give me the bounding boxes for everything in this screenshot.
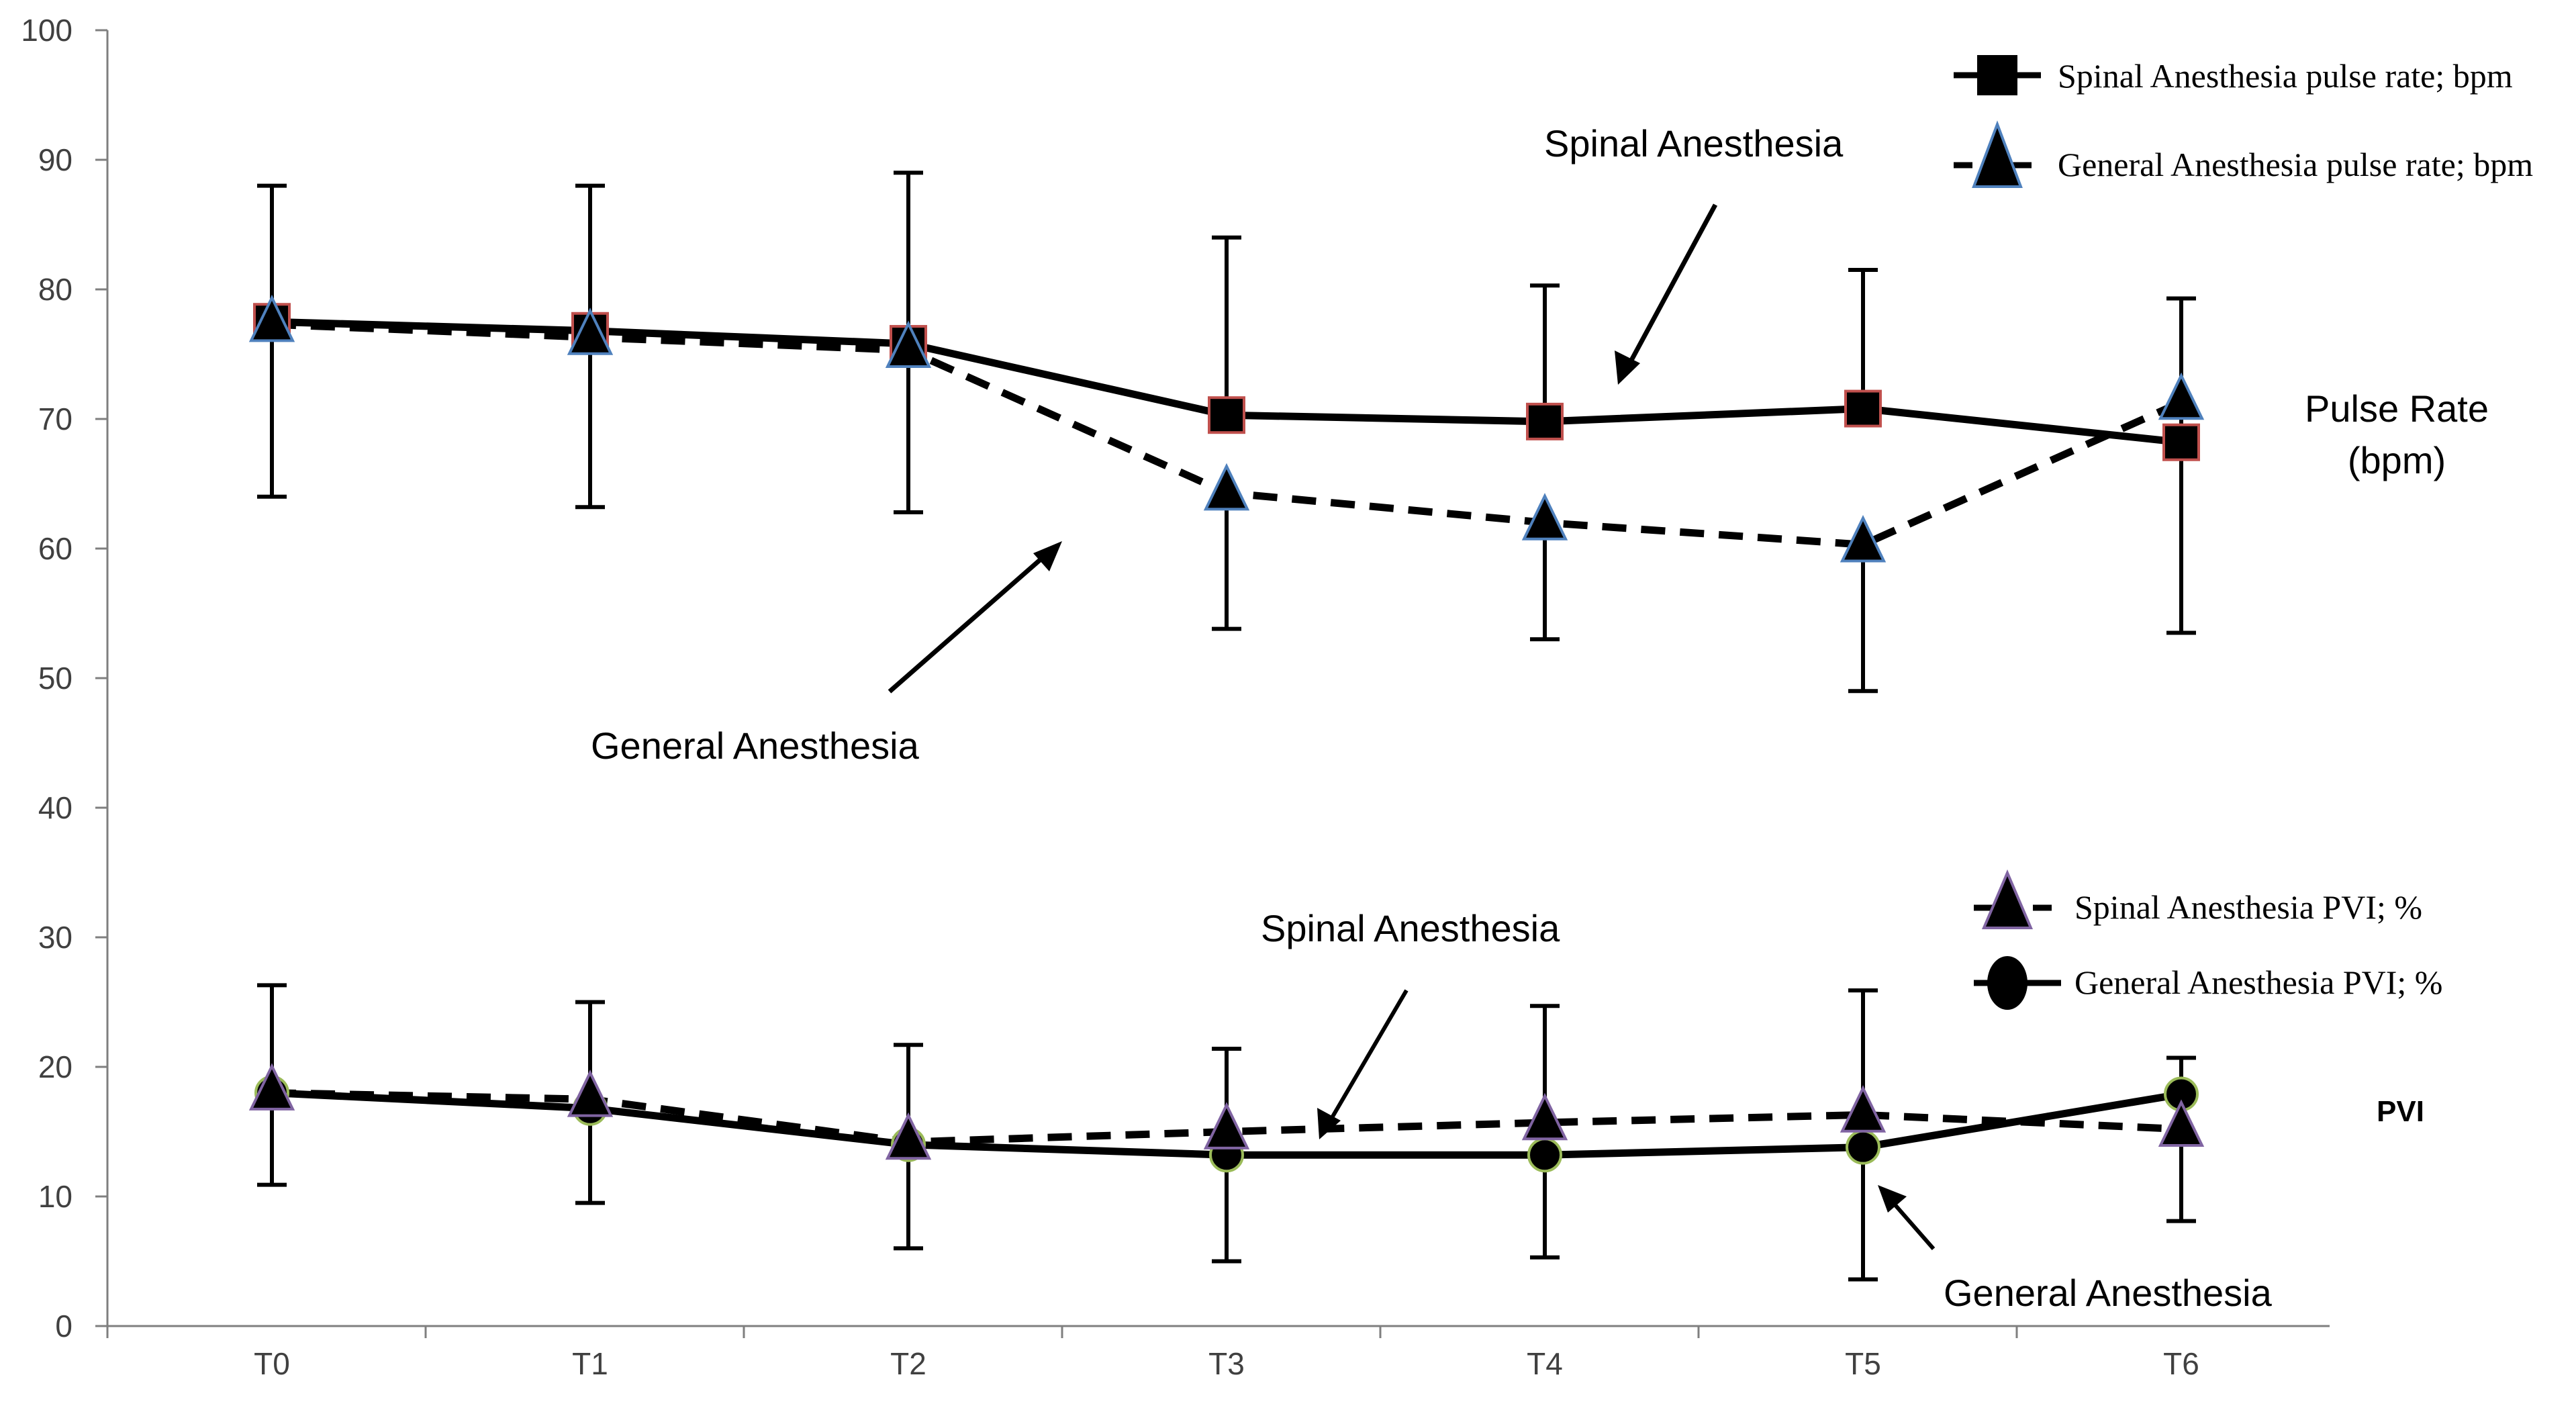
y-tick-label: 60: [38, 531, 73, 566]
y-tick-label: 100: [21, 13, 73, 48]
x-tick-label: T2: [890, 1346, 926, 1381]
arrowhead-pvi-general: [1878, 1185, 1907, 1213]
x-tick-label: T1: [572, 1346, 608, 1381]
arrowhead-pvi-spinal: [1317, 1108, 1341, 1139]
data-point-square: [2162, 423, 2200, 461]
y-tick-label: 40: [38, 790, 73, 825]
x-tick-label: T0: [254, 1346, 290, 1381]
y-tick-label: 20: [38, 1049, 73, 1084]
data-point-triangle: [1521, 493, 1568, 540]
markers-layer: [248, 294, 2205, 1173]
y-tick-label: 0: [55, 1309, 73, 1344]
annotation-pvi-spinal: Spinal Anesthesia: [1261, 907, 1560, 949]
annotation-pulse-general: General Anesthesia: [591, 724, 920, 767]
data-point-triangle: [1203, 1102, 1250, 1149]
annotation-pvi-general: General Anesthesia: [1944, 1272, 2273, 1314]
data-point-circle: [1846, 1129, 1880, 1165]
y-tick-label: 80: [38, 272, 73, 307]
data-point-triangle: [2158, 1099, 2205, 1147]
y-tick-label: 70: [38, 402, 73, 436]
y-tick-label: 10: [38, 1179, 73, 1214]
data-point-square: [1844, 389, 1882, 428]
arrow-pulse-spinal: [1622, 203, 1718, 374]
annotation-pulse-rate-line1: Pulse Rate: [2305, 387, 2489, 430]
y-tick-label: 90: [38, 142, 73, 177]
legend-pvi-spinal-marker: [1981, 869, 2034, 929]
axes-layer: 0 10 20 30 40 50 60 70 80 90 100 T0 T1 T2 T3 T4 T5 T6: [21, 13, 2330, 1381]
y-tick-label: 50: [38, 661, 73, 696]
data-point-triangle: [885, 320, 932, 369]
data-point-square: [1526, 402, 1564, 440]
annotation-pulse-spinal: Spinal Anesthesia: [1544, 122, 1844, 164]
data-point-triangle: [1840, 514, 1887, 563]
legend-pvi-general-marker: [1987, 956, 2028, 1010]
annotation-pvi-label: PVI: [2377, 1095, 2424, 1128]
y-tick-label: 30: [38, 920, 73, 955]
data-point-triangle: [1840, 1085, 1887, 1133]
arrowhead-pulse-spinal: [1615, 350, 1640, 385]
data-point-triangle: [248, 294, 295, 342]
x-tick-label: T4: [1527, 1346, 1563, 1381]
data-point-triangle: [248, 1063, 295, 1111]
annotation-pulse-rate-line2: (bpm): [2348, 439, 2446, 481]
arrowhead-pulse-general: [1033, 541, 1062, 571]
legend-pulse-spinal-label: Spinal Anesthesia pulse rate; bpm: [2058, 57, 2513, 95]
arrow-pvi-spinal: [1324, 989, 1409, 1129]
data-point-triangle: [567, 1069, 614, 1117]
data-point-triangle: [567, 308, 614, 355]
data-point-triangle: [1521, 1092, 1568, 1141]
data-point-triangle: [885, 1112, 932, 1160]
legend-pvi-general-label: General Anesthesia PVI; %: [2074, 963, 2442, 1001]
legend-pulse: Spinal Anesthesia pulse rate; bpm Genera…: [1954, 55, 2533, 188]
lines-layer: [271, 318, 2183, 1159]
legend-pulse-spinal-marker: [1977, 55, 2017, 95]
x-tick-label: T6: [2163, 1346, 2199, 1381]
legend-pvi: Spinal Anesthesia PVI; % General Anesthe…: [1974, 869, 2442, 1010]
arrow-pulse-general: [888, 549, 1053, 694]
annotations-layer: Spinal Anesthesia General Anesthesia Pul…: [591, 122, 2489, 1314]
data-point-square: [1208, 396, 1245, 434]
data-point-circle: [1527, 1137, 1562, 1173]
legend-pulse-general-label: General Anesthesia pulse rate; bpm: [2058, 146, 2533, 183]
legend-pvi-spinal-label: Spinal Anesthesia PVI; %: [2074, 888, 2422, 926]
x-tick-label: T5: [1845, 1346, 1881, 1381]
x-tick-label: T3: [1208, 1346, 1245, 1381]
legend-pulse-general-marker: [1972, 120, 2023, 188]
data-point-triangle: [2158, 372, 2205, 420]
data-point-triangle: [1203, 463, 1250, 511]
